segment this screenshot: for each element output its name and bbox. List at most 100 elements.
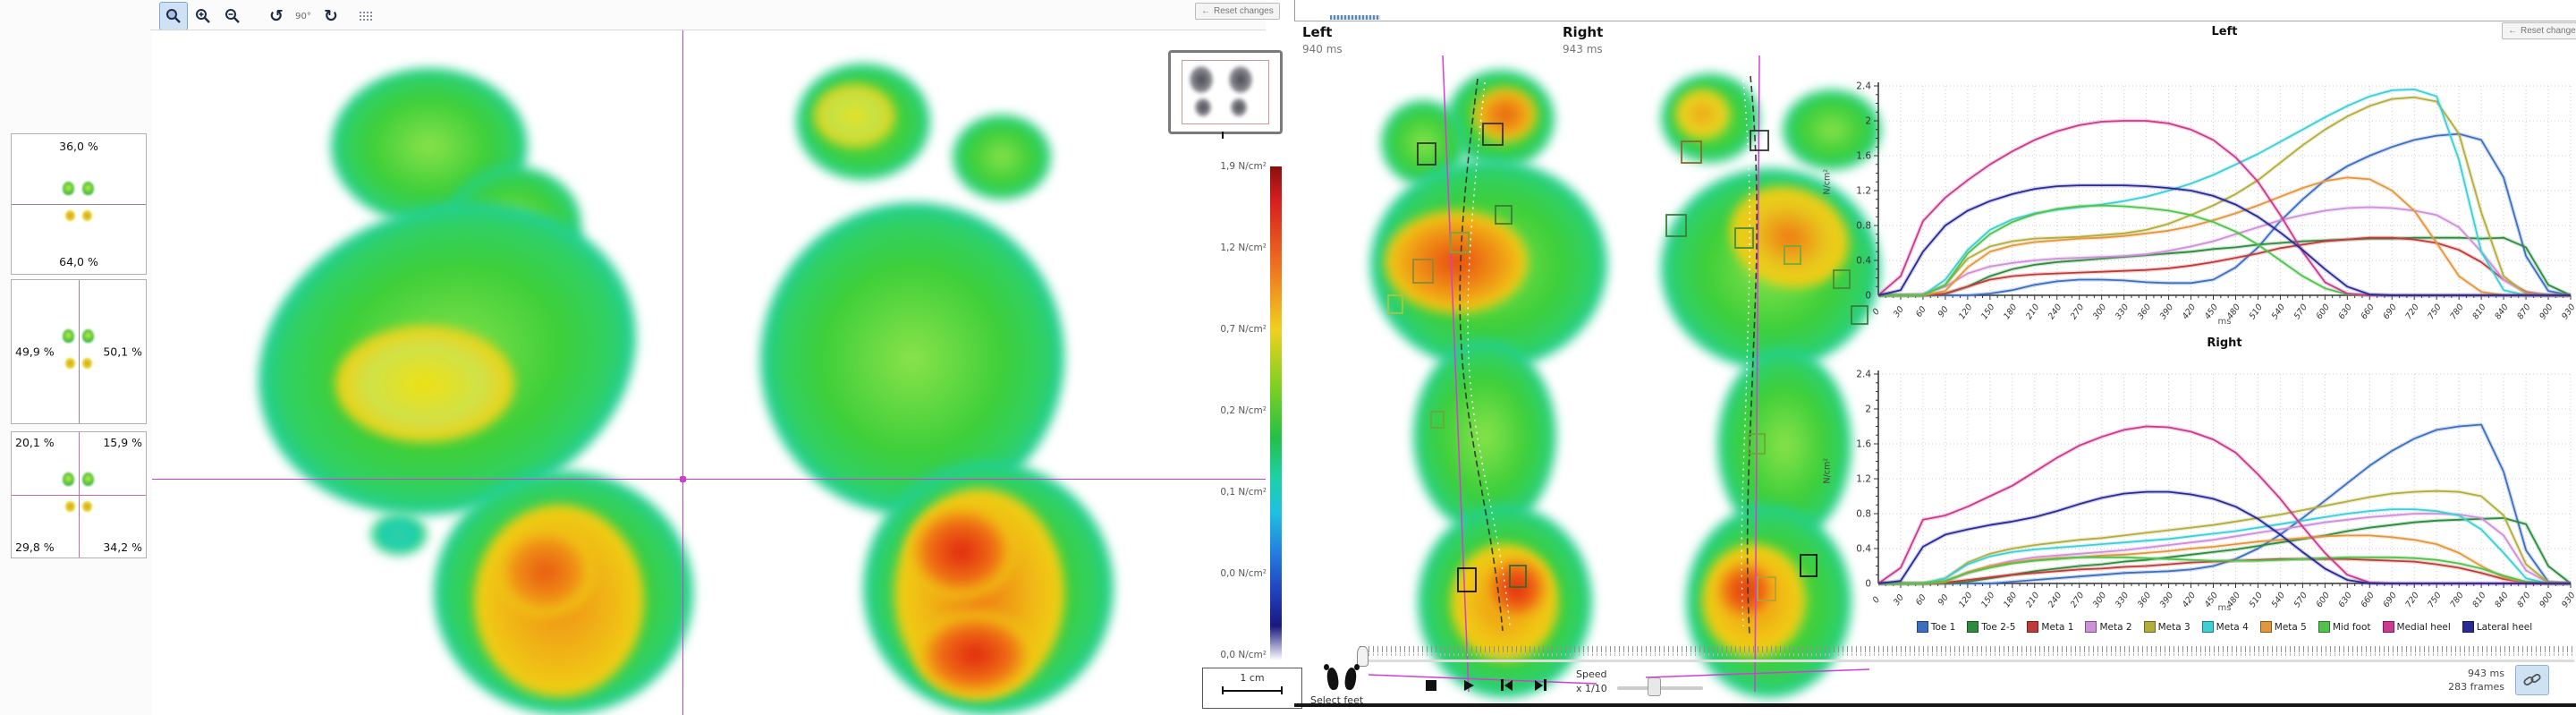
reset-changes-label: Reset changes	[1214, 6, 1274, 16]
left-forefoot-hotspot	[335, 326, 514, 442]
play-button[interactable]	[1455, 673, 1482, 697]
left-right-divider-line	[79, 280, 80, 423]
legend-swatch	[2085, 621, 2097, 633]
legend-swatch	[2318, 621, 2330, 633]
right-heel-core-top	[908, 505, 1015, 599]
right-foot-pressure-map[interactable]	[1645, 54, 1901, 698]
quadrant-top-right-percentage: 15,9 %	[103, 436, 142, 449]
mini-feet-image	[58, 328, 99, 376]
legend-item: Toe 1	[1916, 621, 1955, 633]
mini-feet-image	[58, 471, 99, 519]
svg-text:0.4: 0.4	[1856, 544, 1871, 555]
legend-item: Toe 2-5	[1967, 621, 2015, 633]
scale-label: 0,0 N/cm²	[1220, 568, 1267, 579]
legend-swatch	[2382, 621, 2394, 633]
quadrant-vertical-line	[79, 432, 80, 558]
svg-text:1.2: 1.2	[1856, 474, 1871, 485]
reset-changes-button-right[interactable]: ← Reset changes	[2502, 22, 2576, 39]
skip-end-icon	[1534, 679, 1546, 691]
scale-label: 1,2 N/cm²	[1220, 243, 1267, 253]
legend-item: Meta 5	[2259, 621, 2307, 633]
svg-text:2: 2	[1865, 116, 1871, 127]
skip-start-button[interactable]	[1493, 673, 1520, 697]
svg-text:0: 0	[1865, 291, 1871, 302]
svg-text:0: 0	[1871, 595, 1882, 605]
legend-swatch	[2201, 621, 2214, 633]
ruler-label: 1 cm	[1240, 672, 1265, 684]
zoom-select-tool-button[interactable]	[159, 2, 188, 30]
left-heel-core	[496, 527, 595, 617]
left-foot-overlay	[1368, 55, 1597, 693]
quadrant-bottom-right-percentage: 34,2 %	[103, 541, 142, 554]
grid-view-button[interactable]	[351, 2, 379, 30]
left-foot-chart[interactable]: 00.40.81.21.622.40 30 60 90 120 150 180 210 240 2…	[1826, 70, 2576, 338]
back-arrow-icon: ←	[1201, 6, 1210, 16]
right-foot-duration: 943 ms	[1563, 43, 1603, 55]
rotate-ccw-button[interactable]: ↺	[262, 2, 291, 30]
legend-swatch	[2143, 621, 2156, 633]
link-feet-button[interactable]	[2515, 665, 2549, 695]
zone-markers	[1665, 130, 1868, 601]
zone-markers	[1387, 123, 1527, 592]
timeline-tick-strip-minor	[1360, 653, 2574, 656]
stop-button[interactable]	[1418, 673, 1445, 697]
right-chart-title: Right	[2207, 336, 2242, 350]
legend-swatch	[2027, 621, 2039, 633]
scale-label: 0,0 N/cm²	[1220, 650, 1267, 660]
select-feet-icon[interactable]	[1320, 663, 1365, 694]
timeline-tick-strip[interactable]	[1360, 646, 2574, 652]
mini-scrollbar[interactable]	[1330, 15, 1380, 20]
speed-slider-handle[interactable]	[1648, 677, 1661, 696]
mini-feet-image	[58, 180, 99, 228]
crosshair-horizontal-line[interactable]	[152, 479, 1266, 480]
left-chart-xlabel: ms	[2217, 317, 2232, 327]
thumbnail-selection-frame	[1182, 60, 1269, 124]
svg-text:2.4: 2.4	[1856, 370, 1871, 380]
fore-rear-distribution-box: 36,0 % 64,0 %	[11, 133, 147, 275]
left-foot-duration: 940 ms	[1302, 43, 1343, 55]
zoom-in-button[interactable]	[189, 2, 217, 30]
zoom-out-button[interactable]	[218, 2, 247, 30]
timeline-track[interactable]	[1360, 660, 2574, 662]
pressure-scale-bar	[1270, 166, 1282, 660]
legend-swatch	[1967, 621, 1979, 633]
legend-swatch	[2259, 621, 2272, 633]
legend-item: Meta 2	[2085, 621, 2132, 633]
right-chart-xlabel: ms	[2217, 603, 2232, 613]
reset-changes-button[interactable]: ← Reset changes	[1195, 3, 1280, 20]
play-icon	[1463, 679, 1474, 691]
svg-text:0: 0	[1871, 307, 1882, 317]
rotate-90-button[interactable]: 90°	[290, 2, 317, 30]
skip-start-icon	[1500, 679, 1513, 691]
static-pressure-image[interactable]	[152, 30, 1266, 715]
grid-icon	[358, 11, 372, 21]
panel-divider	[1294, 0, 1295, 21]
right-heel-core-bottom	[917, 612, 1033, 697]
left-foot-title: Left	[1302, 24, 1333, 40]
legend-item: Meta 4	[2201, 621, 2249, 633]
left-foot-pressure-map[interactable]	[1368, 54, 1637, 698]
legend-item: Meta 3	[2143, 621, 2190, 633]
right-forefoot-hotspot	[814, 84, 894, 147]
crosshair-vertical-line[interactable]	[682, 30, 683, 715]
rotate-90-label: 90°	[295, 11, 311, 21]
left-chart-title: Left	[2211, 25, 2238, 38]
skip-end-button[interactable]	[1527, 673, 1554, 697]
rearfoot-percentage: 64,0 %	[59, 255, 98, 268]
reset-changes-label: Reset changes	[2521, 26, 2576, 36]
scale-ruler-box: 1 cm	[1202, 668, 1302, 709]
ruler-measure-line	[1222, 686, 1283, 694]
feet-selection-thumbnail[interactable]	[1168, 50, 1283, 134]
left-foot-percentage: 49,9 %	[15, 345, 55, 359]
rotate-cw-icon: ↻	[324, 5, 338, 26]
thumbnail-pointer	[1222, 132, 1224, 139]
right-forefoot-toes-blob	[953, 115, 1051, 200]
rotate-cw-button[interactable]: ↻	[317, 2, 345, 30]
right-foot-chart[interactable]: 00.40.81.21.622.40 30 60 90 120 150 180 210 240 2…	[1826, 358, 2576, 626]
frame-count: 283 frames	[2448, 681, 2504, 693]
static-pressure-panel: ↺ 90° ↻ 36,0 % 64,0 %	[0, 0, 1266, 715]
timeline-handle[interactable]	[1357, 646, 1368, 667]
select-feet-label[interactable]: Select feet	[1310, 694, 1364, 706]
crosshair-center-handle[interactable]	[680, 476, 686, 482]
